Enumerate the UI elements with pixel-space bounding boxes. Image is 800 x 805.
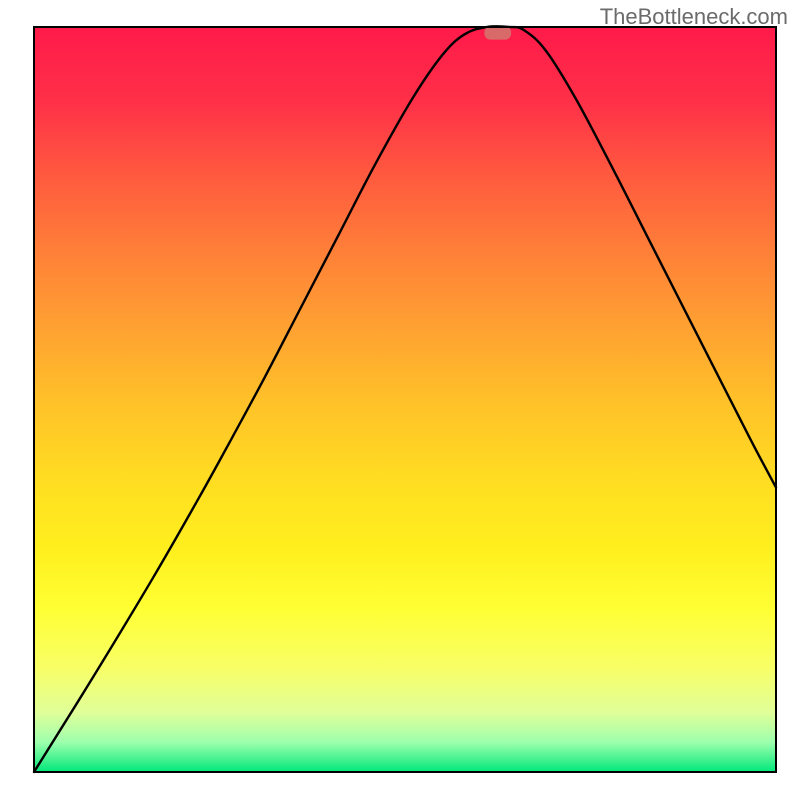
optimal-marker — [484, 26, 511, 39]
bottleneck-chart: TheBottleneck.com — [0, 0, 800, 800]
chart-svg — [0, 0, 800, 800]
plot-background — [34, 27, 776, 772]
watermark-text: TheBottleneck.com — [600, 4, 788, 30]
